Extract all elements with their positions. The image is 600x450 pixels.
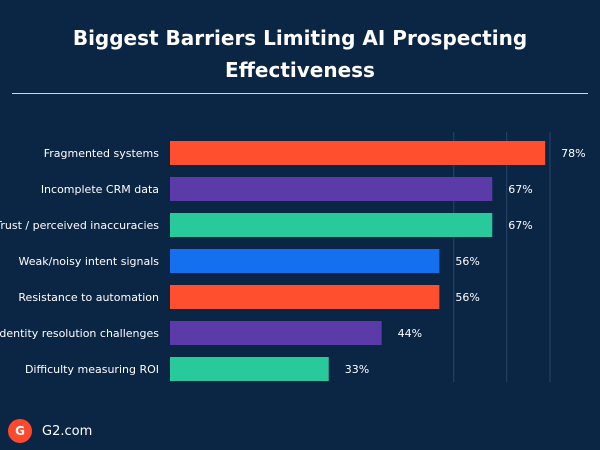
source-text: G2.com [42,423,93,439]
bar [170,321,382,345]
bar [170,213,493,237]
category-label: Difficulty measuring ROI [25,363,159,376]
value-label: 56% [455,291,479,304]
value-label: 44% [398,327,422,340]
category-label: Incomplete CRM data [41,183,159,196]
value-label: 56% [455,255,479,268]
g2-logo-icon: G [8,419,32,443]
footer: G G2.com [8,418,92,444]
category-label: Trust / perceived inaccuracies [0,219,159,232]
category-label: Identity resolution challenges [0,327,159,340]
value-label: 33% [345,363,369,376]
category-label: Weak/noisy intent signals [19,255,160,268]
bar [170,141,546,165]
title-divider [12,93,588,94]
bar [170,285,440,309]
value-label: 67% [508,183,532,196]
value-label: 67% [508,219,532,232]
category-label: Fragmented systems [44,147,160,160]
value-label: 78% [561,147,585,160]
chart-title: Biggest Barriers Limiting AI Prospecting… [72,26,528,82]
bar [170,249,440,273]
bar [170,177,493,201]
category-label: Resistance to automation [18,291,159,304]
bar [170,357,329,381]
